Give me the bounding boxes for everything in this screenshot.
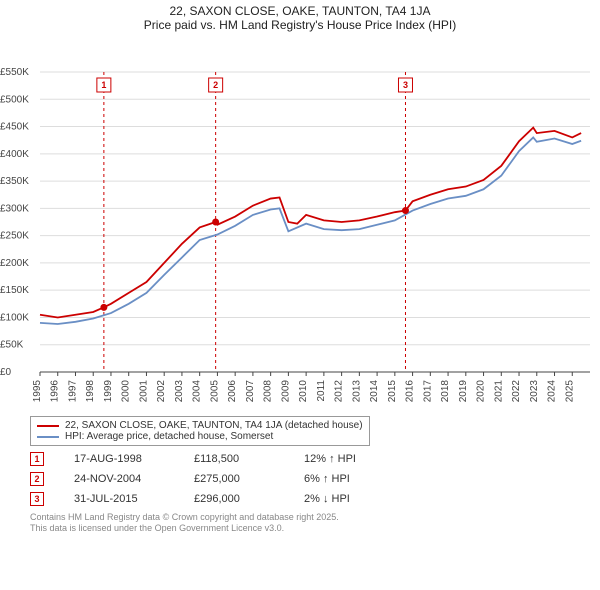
svg-text:£350K: £350K	[0, 176, 29, 187]
transaction-date: 17-AUG-1998	[74, 453, 164, 465]
svg-text:2003: 2003	[174, 380, 185, 403]
transaction-marker: 1	[30, 452, 44, 466]
transaction-price: £118,500	[194, 453, 274, 465]
svg-text:2022: 2022	[511, 380, 522, 403]
svg-text:3: 3	[403, 80, 408, 90]
svg-text:2001: 2001	[138, 380, 149, 403]
svg-text:2020: 2020	[476, 380, 487, 403]
svg-text:£300K: £300K	[0, 203, 29, 214]
svg-text:1999: 1999	[103, 380, 114, 403]
svg-text:£100K: £100K	[0, 312, 29, 323]
transaction-marker: 3	[30, 492, 44, 506]
svg-text:£250K: £250K	[0, 231, 29, 242]
legend-swatch	[37, 425, 59, 427]
svg-text:2013: 2013	[351, 380, 362, 403]
svg-text:1997: 1997	[67, 380, 78, 403]
chart-title-block: 22, SAXON CLOSE, OAKE, TAUNTON, TA4 1JA …	[0, 0, 600, 32]
svg-text:£150K: £150K	[0, 285, 29, 296]
svg-text:£50K: £50K	[0, 340, 24, 351]
transaction-hpi-delta: 12% ↑ HPI	[304, 453, 356, 465]
legend-label: HPI: Average price, detached house, Some…	[65, 431, 273, 442]
attribution-line-2: This data is licensed under the Open Gov…	[30, 523, 580, 534]
svg-text:2018: 2018	[440, 380, 451, 403]
svg-text:2005: 2005	[209, 380, 220, 403]
svg-text:2000: 2000	[121, 380, 132, 403]
svg-text:1995: 1995	[32, 380, 43, 403]
transaction-row: 2 24-NOV-2004 £275,000 6% ↑ HPI	[30, 472, 580, 486]
svg-text:£450K: £450K	[0, 122, 29, 133]
transaction-vlines	[104, 72, 406, 372]
svg-text:2017: 2017	[422, 380, 433, 403]
svg-text:2012: 2012	[334, 380, 345, 403]
title-line-1: 22, SAXON CLOSE, OAKE, TAUNTON, TA4 1JA	[0, 4, 600, 18]
svg-text:2006: 2006	[227, 380, 238, 403]
gridlines	[40, 72, 590, 372]
legend-row: 22, SAXON CLOSE, OAKE, TAUNTON, TA4 1JA …	[37, 420, 363, 431]
svg-text:2021: 2021	[493, 380, 504, 403]
attribution-line-1: Contains HM Land Registry data © Crown c…	[30, 512, 580, 523]
x-axis-ticks: 1995 1996 1997 1998 1999 2000 2001 2002 2003 2004…	[32, 372, 575, 402]
svg-text:2008: 2008	[263, 380, 274, 403]
svg-text:2009: 2009	[280, 380, 291, 403]
svg-text:1998: 1998	[85, 380, 96, 403]
price-chart: £0 £50K £100K £150K £200K £250K £300K £350K £400…	[0, 32, 600, 412]
svg-text:2025: 2025	[564, 380, 575, 403]
legend: 22, SAXON CLOSE, OAKE, TAUNTON, TA4 1JA …	[30, 416, 370, 446]
svg-text:2019: 2019	[458, 380, 469, 403]
transaction-row: 1 17-AUG-1998 £118,500 12% ↑ HPI	[30, 452, 580, 466]
svg-text:2: 2	[213, 80, 218, 90]
transaction-price: £275,000	[194, 473, 274, 485]
svg-text:2004: 2004	[192, 380, 203, 403]
transaction-date: 31-JUL-2015	[74, 493, 164, 505]
title-line-2: Price paid vs. HM Land Registry's House …	[0, 18, 600, 32]
svg-text:2007: 2007	[245, 380, 256, 403]
svg-text:£550K: £550K	[0, 67, 29, 78]
svg-text:2023: 2023	[529, 380, 540, 403]
svg-text:2014: 2014	[369, 380, 380, 403]
svg-text:2011: 2011	[316, 380, 327, 402]
svg-text:£500K: £500K	[0, 94, 29, 105]
svg-text:£200K: £200K	[0, 258, 29, 269]
transaction-table: 1 17-AUG-1998 £118,500 12% ↑ HPI 2 24-NOV-200…	[30, 452, 580, 506]
transaction-date: 24-NOV-2004	[74, 473, 164, 485]
transaction-marker: 2	[30, 472, 44, 486]
chart-container: £0 £50K £100K £150K £200K £250K £300K £350K £400…	[0, 32, 600, 412]
transaction-markers: 1 2 3	[97, 78, 413, 311]
svg-text:£0: £0	[0, 367, 12, 378]
svg-text:2015: 2015	[387, 380, 398, 403]
svg-text:2016: 2016	[405, 380, 416, 403]
svg-text:£400K: £400K	[0, 149, 29, 160]
legend-label: 22, SAXON CLOSE, OAKE, TAUNTON, TA4 1JA …	[65, 420, 363, 431]
legend-swatch	[37, 436, 59, 438]
legend-row: HPI: Average price, detached house, Some…	[37, 431, 363, 442]
svg-text:2002: 2002	[156, 380, 167, 403]
transaction-row: 3 31-JUL-2015 £296,000 2% ↓ HPI	[30, 492, 580, 506]
svg-text:1996: 1996	[50, 380, 61, 403]
transaction-price: £296,000	[194, 493, 274, 505]
svg-text:2010: 2010	[298, 380, 309, 403]
svg-text:1: 1	[101, 80, 106, 90]
y-axis-ticks: £0 £50K £100K £150K £200K £250K £300K £350K £400…	[0, 67, 29, 378]
transaction-hpi-delta: 6% ↑ HPI	[304, 473, 350, 485]
attribution: Contains HM Land Registry data © Crown c…	[30, 512, 580, 534]
transaction-hpi-delta: 2% ↓ HPI	[304, 493, 350, 505]
data-series	[40, 128, 581, 324]
svg-text:2024: 2024	[547, 380, 558, 403]
